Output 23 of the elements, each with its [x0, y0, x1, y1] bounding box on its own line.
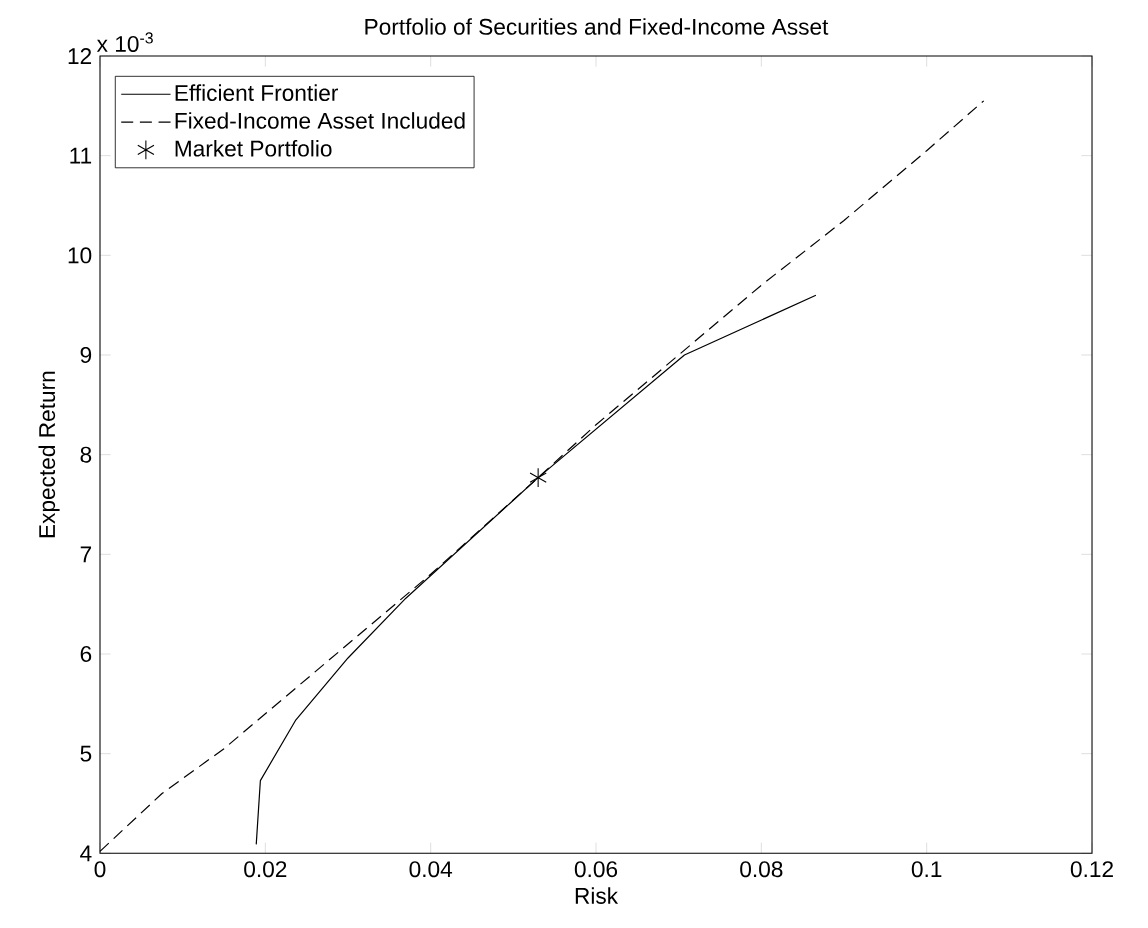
x-tick-label: 0.04 [409, 861, 453, 878]
y-tick-label: 12 [68, 48, 92, 64]
y-tick-label: 11 [70, 147, 92, 164]
legend-label: Market Portfolio [175, 139, 332, 157]
y-tick-label: 9 [80, 346, 92, 364]
y-tick-label: 4 [80, 845, 92, 862]
legend-label: Efficient Frontier [175, 84, 339, 101]
text: x 10$^{-3}$ [96, 32, 153, 52]
x-tick-label: 0.06 [574, 861, 618, 878]
x-tick-label: 0 [94, 861, 106, 878]
x-tick-label: 0.08 [740, 861, 783, 878]
x-tick-label: 0.12 [1070, 861, 1113, 878]
y-tick-label: 6 [80, 645, 92, 663]
x-axis-title: Risk [575, 887, 619, 904]
x-tick-label: 0.02 [244, 861, 287, 878]
legend-label: Fixed-Income Asset Included [175, 112, 465, 129]
x-tick-label: 0.1 [911, 861, 942, 878]
y-tick-label: 7 [80, 546, 92, 563]
y-tick-label: 10 [68, 247, 92, 264]
y-axis-title: Expected Return [38, 371, 60, 538]
y-tick-label: 8 [80, 446, 92, 463]
chart-title: Portfolio of Securities and Fixed-Income Asset [365, 18, 829, 35]
y-tick-label: 5 [80, 745, 92, 762]
